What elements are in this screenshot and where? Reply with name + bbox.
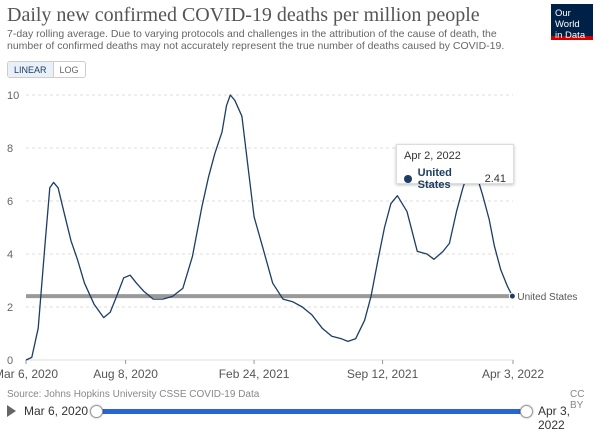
y-tick-label: 2 — [7, 302, 13, 314]
series-color-dot-icon — [404, 175, 412, 183]
x-tick-label: Aug 8, 2020 — [93, 367, 158, 381]
y-tick-label: 10 — [7, 90, 19, 102]
x-tick-label: Apr 3, 2022 — [482, 367, 544, 381]
line-chart[interactable]: 0 2 4 6 8 10 Mar 6, 2020 Aug 8, 2020 Feb 24, 202… — [0, 84, 600, 384]
owid-logo[interactable]: Our World in Data — [551, 4, 593, 41]
linear-scale-button[interactable]: LINEAR — [8, 62, 54, 77]
series-line — [25, 94, 513, 361]
y-tick-label: 4 — [7, 249, 13, 261]
chart-title: Daily new confirmed COVID-19 deaths per … — [7, 4, 480, 26]
license-link[interactable]: CC BY — [570, 389, 585, 411]
logo-line-2: in Data — [555, 30, 586, 41]
timeline-end-handle[interactable] — [520, 405, 533, 418]
y-tick-label: 6 — [7, 196, 13, 208]
logo-line-1: Our World — [555, 8, 580, 30]
series-end-point — [508, 292, 516, 300]
x-tick-label: Feb 24, 2021 — [219, 367, 290, 381]
series-label: United States — [517, 292, 577, 303]
hover-tooltip: Apr 2, 2022 United States 2.41 — [396, 144, 514, 191]
source-note[interactable]: Source: Johns Hopkins University CSSE CO… — [7, 389, 260, 400]
timeline-start-label: Mar 6, 2020 — [24, 404, 89, 418]
play-icon[interactable] — [7, 405, 16, 417]
y-tick-label: 0 — [7, 355, 13, 367]
chart-subtitle: 7-day rolling average. Due to varying pr… — [7, 28, 505, 52]
y-tick-label: 8 — [7, 143, 13, 155]
tooltip-series-name: United States — [417, 167, 452, 191]
tooltip-value: 2.41 — [484, 173, 506, 185]
x-tick-label: Sep 12, 2021 — [347, 367, 419, 381]
timeline-end-label: Apr 3, 2022 — [538, 404, 571, 432]
timeline-start-handle[interactable] — [90, 405, 103, 418]
tooltip-date: Apr 2, 2022 — [404, 150, 461, 162]
scale-toggle: LINEAR LOG — [7, 61, 86, 78]
timeline-track[interactable] — [97, 409, 527, 414]
x-tick-label: Mar 6, 2020 — [0, 367, 58, 381]
log-scale-button[interactable]: LOG — [59, 65, 79, 75]
